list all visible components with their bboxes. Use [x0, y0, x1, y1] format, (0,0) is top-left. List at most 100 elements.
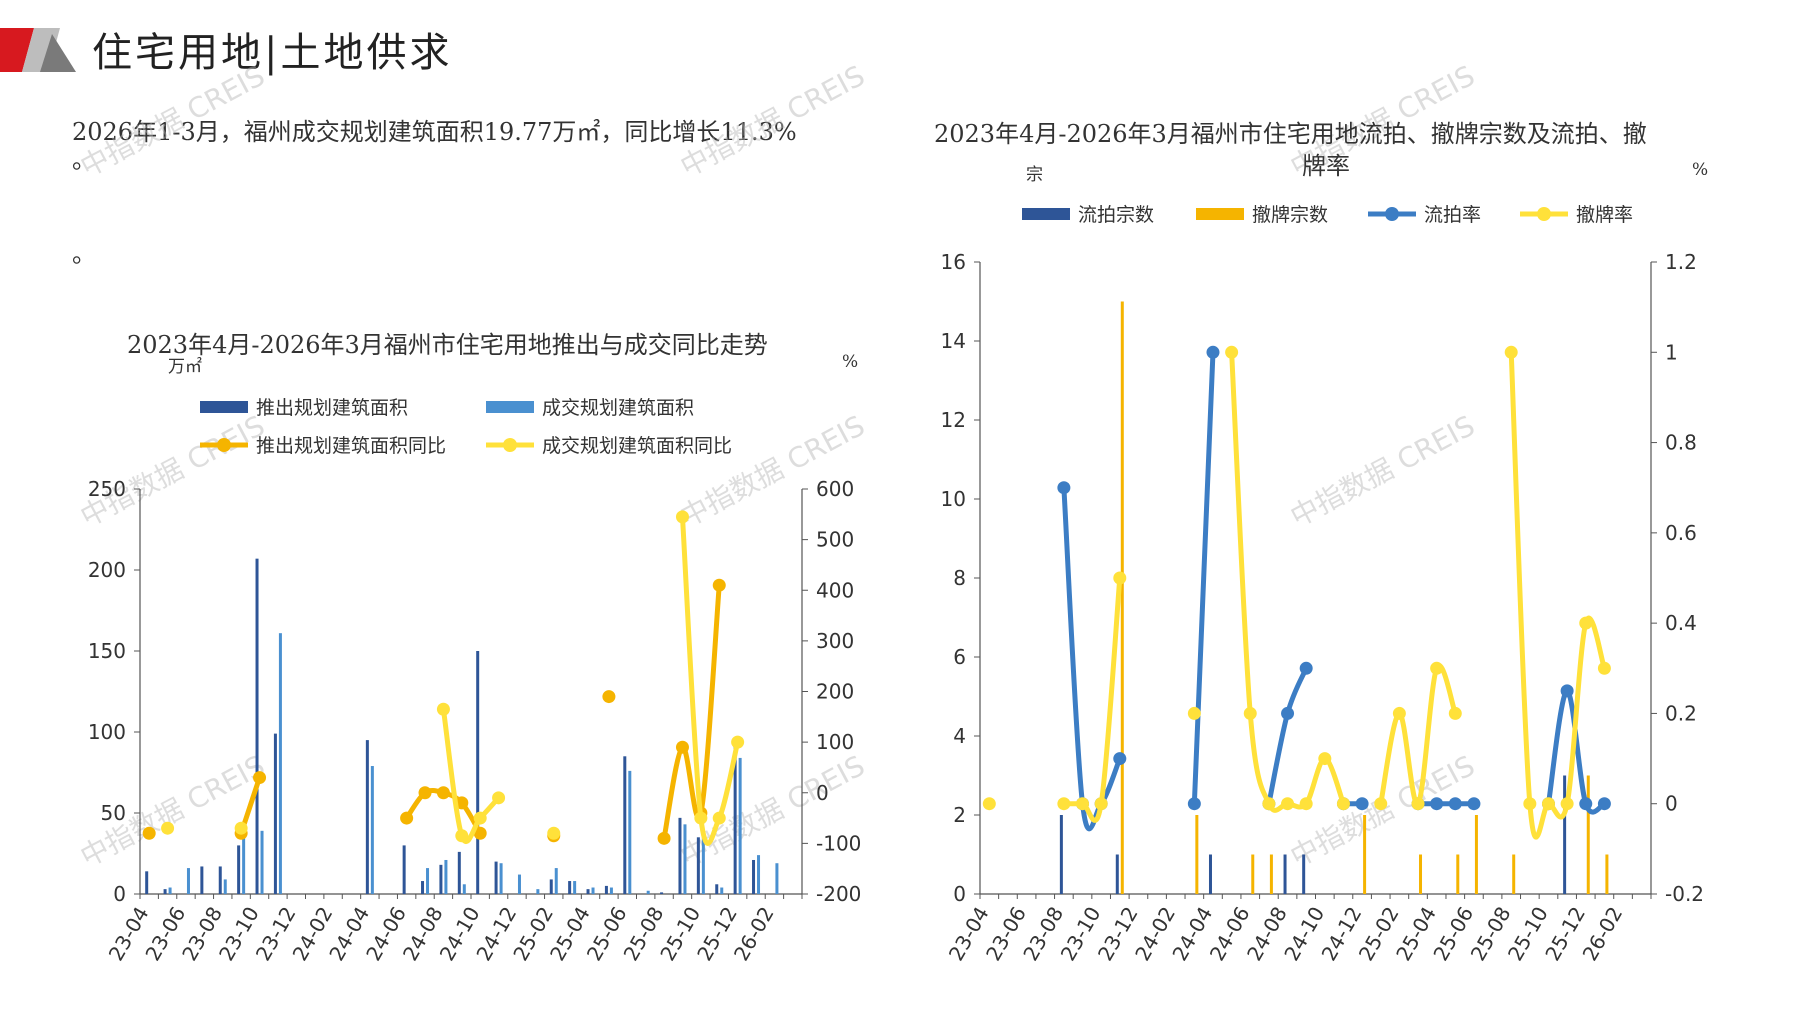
c1-bar-1	[223, 879, 227, 894]
chart2-left-unit: 宗	[1026, 165, 1043, 185]
c1-bar-0	[273, 733, 277, 894]
c1-bar-0	[402, 845, 406, 894]
c1-bar-1	[701, 829, 705, 894]
c1-bar-0	[421, 881, 425, 894]
c1-bar-1	[278, 633, 282, 894]
c2-bar-1	[1456, 854, 1460, 894]
chart1-left-unit: 万㎡	[168, 357, 202, 377]
c2-point-0	[1113, 752, 1127, 766]
summary-paragraph: 2026年1-3月，福州成交规划建筑面积19.77万㎡，同比增长11.3%	[72, 118, 797, 146]
c1-right-tick-label: 400	[816, 578, 854, 602]
c1-left-tick-label: 100	[88, 720, 126, 744]
c1-point-1	[731, 735, 745, 749]
c1-bar-0	[752, 859, 756, 894]
c1-bar-1	[536, 889, 540, 894]
c2-point-1	[1281, 797, 1295, 811]
chart1-right-unit: %	[842, 352, 859, 372]
c1-bar-0	[678, 817, 682, 894]
c1-point-1	[694, 811, 708, 825]
c2-legend-label-2: 流拍率	[1424, 204, 1481, 226]
c2-bar-1	[1195, 815, 1199, 894]
c2-point-0	[1430, 797, 1444, 811]
c1-right-tick-label: 0	[816, 781, 829, 805]
c1-bar-1	[242, 822, 246, 894]
c1-point-1	[712, 811, 726, 825]
c1-bar-1	[499, 863, 503, 894]
c1-bar-1	[591, 887, 595, 894]
c1-bar-0	[549, 879, 553, 894]
c1-bar-1	[757, 855, 761, 894]
c2-point-1	[1336, 797, 1350, 811]
c1-line-1	[679, 514, 741, 846]
c1-bar-0	[218, 866, 222, 894]
c1-bar-1	[517, 874, 521, 894]
c2-point-1	[1430, 661, 1444, 675]
c2-line-0	[1061, 485, 1123, 832]
c2-point-0	[1597, 797, 1611, 811]
c2-line-0	[1266, 665, 1309, 807]
c1-right-tick-label: 300	[816, 629, 854, 653]
c2-left-tick-label: 10	[941, 487, 966, 511]
c2-right-tick-label: 0.6	[1665, 521, 1697, 545]
c2-right-tick-label: 0.8	[1665, 431, 1697, 455]
c2-point-0	[1057, 481, 1071, 495]
c2-point-1	[1597, 661, 1611, 675]
c1-legend-swatch-0	[200, 401, 248, 413]
c1-bar-0	[623, 756, 627, 894]
c1-right-tick-label: 600	[816, 477, 854, 501]
c2-left-tick-label: 16	[941, 250, 966, 274]
c1-legend-marker-3	[503, 438, 517, 452]
c1-bar-0	[715, 884, 719, 894]
c1-point-1	[473, 811, 487, 825]
c1-point-1	[455, 829, 469, 843]
c1-right-tick-label: 100	[816, 730, 854, 754]
c2-point-1	[1057, 797, 1071, 811]
c1-bar-0	[457, 851, 461, 894]
c1-point-1	[492, 791, 506, 805]
c1-point-0	[418, 786, 432, 800]
c2-point-1	[1392, 706, 1406, 720]
c2-point-1	[1187, 706, 1201, 720]
c1-right-tick-label: 200	[816, 680, 854, 704]
c1-legend-label-1: 成交规划建筑面积	[542, 397, 694, 419]
c2-bar-0	[1302, 854, 1306, 894]
c2-legend-marker-2	[1385, 207, 1399, 221]
c2-point-1	[1076, 797, 1090, 811]
chart2-right-unit: %	[1692, 160, 1709, 180]
c1-bar-1	[573, 881, 577, 894]
c1-left-tick-label: 250	[88, 477, 126, 501]
c1-point-0	[712, 578, 726, 592]
c1-point-0	[675, 740, 689, 754]
c2-point-0	[1281, 706, 1295, 720]
c2-legend-swatch-0	[1022, 208, 1070, 220]
c2-bar-1	[1605, 854, 1609, 894]
c1-legend-label-0: 推出规划建筑面积	[256, 397, 408, 419]
c2-point-0	[1187, 797, 1201, 811]
c2-legend-swatch-1	[1196, 208, 1244, 220]
c2-right-tick-label: -0.2	[1665, 882, 1704, 906]
c1-bar-0	[660, 892, 664, 894]
c1-point-1	[547, 826, 561, 840]
c1-bar-1	[646, 890, 650, 894]
c2-legend-marker-3	[1537, 207, 1551, 221]
c1-legend-label-3: 成交规划建筑面积同比	[542, 435, 732, 457]
c1-bar-1	[260, 830, 264, 894]
c1-bar-1	[444, 859, 448, 894]
c2-bar-1	[1363, 815, 1367, 894]
c1-line-1	[440, 706, 502, 845]
c2-point-0	[1299, 661, 1313, 675]
c2-point-1	[1448, 706, 1462, 720]
c2-point-0	[1467, 797, 1481, 811]
c2-line-1	[1229, 349, 1346, 813]
c1-bar-0	[200, 866, 204, 894]
page-title: 住宅用地|土地供求	[92, 30, 453, 76]
c1-bar-0	[365, 740, 369, 894]
c2-point-1	[1299, 797, 1313, 811]
brand-logo	[0, 28, 76, 72]
c2-legend-label-1: 撤牌宗数	[1252, 204, 1328, 226]
c2-bar-1	[1586, 775, 1590, 894]
c1-bar-1	[370, 766, 374, 894]
c1-point-0	[400, 811, 414, 825]
c1-bar-1	[462, 884, 466, 894]
c1-bar-1	[168, 887, 172, 894]
